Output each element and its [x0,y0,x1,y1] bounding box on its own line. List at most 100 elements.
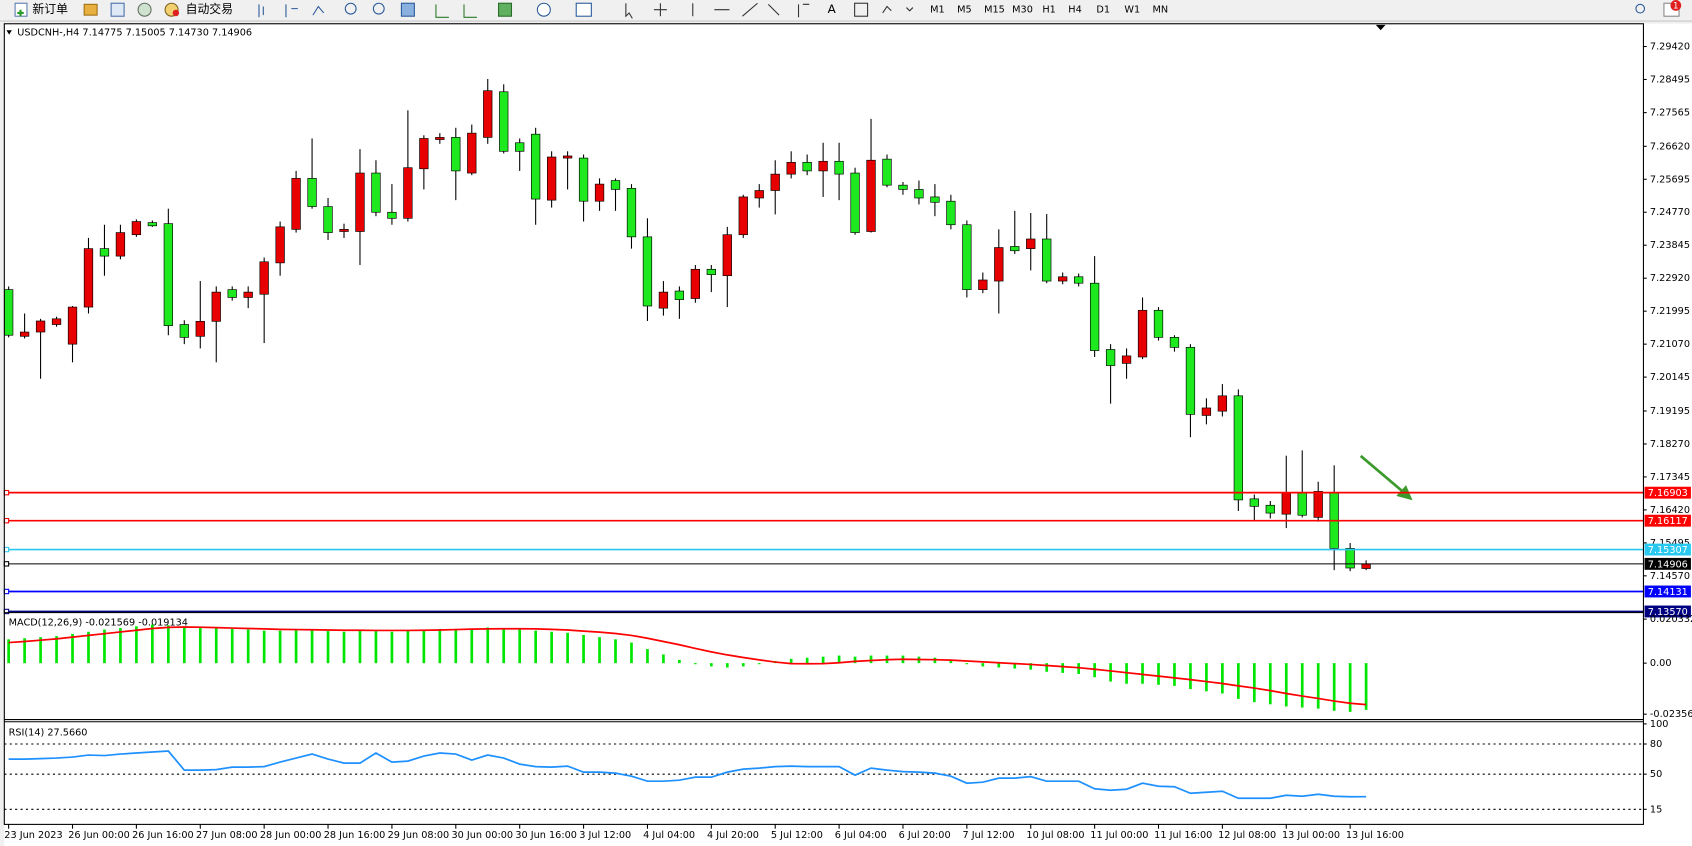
candle-body [1121,355,1132,364]
candle-body [179,324,189,338]
candle-body [1265,504,1275,514]
candle-body [1153,309,1164,338]
timeframe-button[interactable]: M15 [984,5,1005,16]
level-label: 7.13570 [1648,607,1688,618]
level-handle [3,588,10,595]
candle-body [802,162,812,172]
candle-body [1345,548,1355,569]
candle-body [1169,337,1180,348]
y-tick-label: 0.020332 [1650,614,1692,625]
y-tick-label: 7.26620 [1650,141,1690,152]
x-tick-label: 11 Jul 16:00 [1154,830,1212,841]
candle-body [1058,276,1068,282]
candle-body [706,268,716,275]
candle-body [818,160,828,172]
timeframe-button[interactable]: M5 [957,5,972,16]
x-tick-label: 28 Jun 16:00 [324,830,386,841]
y-tick-label: 7.28495 [1650,74,1690,85]
timeframe-button[interactable]: M30 [1012,5,1033,16]
text-tool[interactable]: A [828,2,837,16]
timeframe-button[interactable]: H4 [1068,5,1081,16]
chart-scroll[interactable] [435,4,477,18]
candle-body [946,200,956,226]
y-tick-label: 7.27565 [1650,108,1690,119]
candle-body [578,157,589,202]
candle-body [1105,349,1116,366]
new-order-button[interactable]: 新订单 [32,2,68,16]
candle-body [99,248,110,257]
candle-body [1281,492,1291,515]
drawing-tools[interactable] [625,2,810,19]
x-tick-label: 4 Jul 04:00 [643,830,695,841]
signal-line [8,626,1367,706]
x-tick-label: 6 Jul 20:00 [899,830,951,841]
templates[interactable] [575,2,592,17]
x-tick-label: 26 Jun 00:00 [68,830,130,841]
price-chart-title: USDCNH-,H4 7.14775 7.15005 7.14730 7.149… [17,27,252,38]
y-tick-label: -0.023565 [1650,709,1692,720]
y-tick-label: 100 [1650,719,1669,730]
y-tick-label: 7.15495 [1650,538,1690,549]
zoom-in[interactable] [344,2,357,15]
level-label-box [1644,557,1691,570]
toolbar-icon[interactable] [83,3,98,16]
x-tick-label: 27 Jun 08:00 [196,830,258,841]
candle-body [1313,491,1323,518]
timeframe-button[interactable]: MN [1152,5,1168,16]
candle-body [962,224,972,290]
periods[interactable] [536,2,551,17]
candle-body [3,289,14,336]
x-tick-label: 30 Jun 16:00 [515,830,577,841]
candle-body [51,318,62,325]
candle-body [1249,498,1259,507]
candle-body [35,320,46,333]
toolbar-icon[interactable] [110,2,125,17]
shift-marker [1375,24,1386,31]
candle-body [515,142,525,152]
level-label: 7.14131 [1648,587,1688,598]
y-tick-label: 7.29420 [1650,42,1690,53]
level-label-box [1644,543,1691,556]
candle-body [19,331,30,337]
timeframe-button[interactable]: H1 [1042,5,1055,16]
candle-body [1217,395,1228,412]
level-label: 7.14906 [1648,559,1688,570]
candle-body [259,261,269,295]
x-tick-label: 7 Jul 12:00 [963,830,1015,841]
candle-body [1026,238,1036,249]
candle-body [1089,282,1100,351]
candle-body [786,162,796,175]
indicators[interactable] [497,2,513,17]
level-handle [3,546,10,553]
timeframe-button[interactable]: M1 [930,5,945,16]
candle-body [227,289,237,298]
tile-windows[interactable] [400,2,415,17]
level-handle [3,561,10,567]
toolbar-icon[interactable] [137,2,152,17]
auto-trading-button[interactable]: 自动交易 [186,2,233,16]
zoom-out[interactable] [372,2,385,15]
y-tick-label: 7.25695 [1650,174,1690,185]
annotation-arrow [1359,454,1404,493]
candle-body [674,290,685,300]
arrow-tool[interactable] [882,5,914,14]
toolbar-buttons: 新订单 自动交易 A 1 [14,0,1682,19]
search[interactable] [1635,3,1646,14]
y-tick-label: 0.00 [1650,658,1672,669]
candle-body [291,178,301,230]
label-tool[interactable] [854,2,869,17]
candle-body [658,291,669,309]
y-tick-label: 7.24770 [1650,207,1690,218]
candle-body [531,133,541,200]
candle-body [978,279,988,290]
timeframe-button[interactable]: W1 [1124,5,1140,16]
candle-body [211,291,221,322]
timeframe-button[interactable]: D1 [1096,5,1110,16]
x-tick-label: 23 Jun 2023 [4,830,62,841]
level-label-box [1644,514,1691,527]
candle-body [1361,563,1371,569]
x-tick-label: 28 Jun 00:00 [260,830,322,841]
chart-type-icons[interactable] [258,4,325,18]
